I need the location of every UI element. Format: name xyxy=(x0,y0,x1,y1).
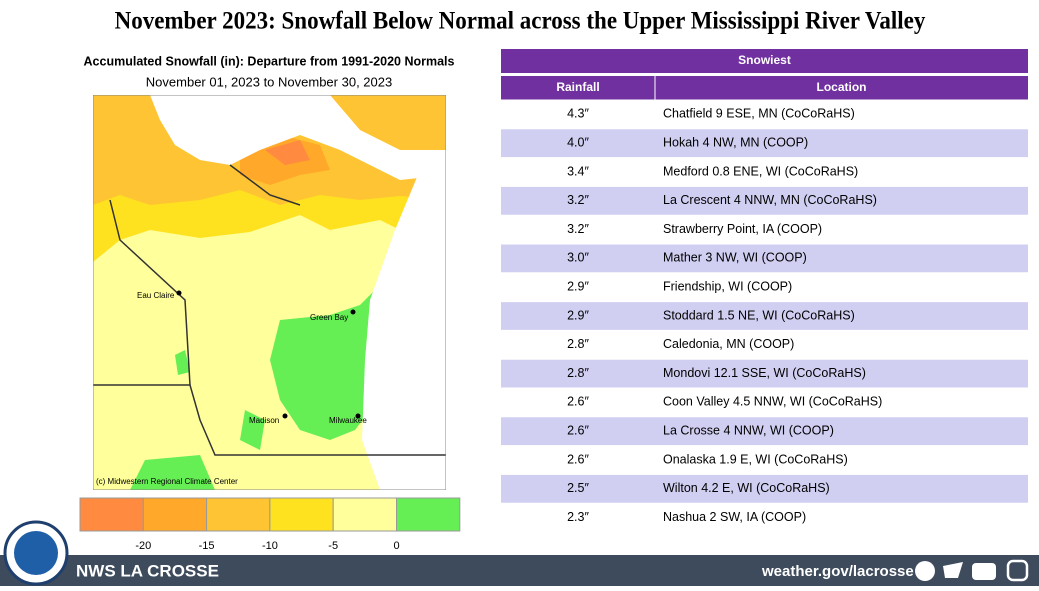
cell-amount: 2.6″ xyxy=(567,452,589,466)
cell-amount: 2.6″ xyxy=(567,423,589,437)
city-label: Eau Claire xyxy=(137,291,175,300)
table-title-bg xyxy=(501,49,1028,73)
cell-location: Medford 0.8 ENE, WI (CoCoRaHS) xyxy=(663,164,858,178)
column-header: Rainfall xyxy=(556,80,599,94)
cell-amount: 3.4″ xyxy=(567,164,589,178)
cell-location: Coon Valley 4.5 NNW, WI (CoCoRaHS) xyxy=(663,395,882,409)
city-label: Green Bay xyxy=(310,313,348,322)
cell-location: Mather 3 NW, WI (COOP) xyxy=(663,251,807,265)
cell-amount: 2.9″ xyxy=(567,308,589,322)
table-row-bg xyxy=(501,100,1028,129)
cell-location: La Crescent 4 NNW, MN (CoCoRaHS) xyxy=(663,193,877,207)
cell-amount: 2.5″ xyxy=(567,481,589,495)
cell-location: Onalaska 1.9 E, WI (CoCoRaHS) xyxy=(663,452,848,466)
table-row-bg xyxy=(501,416,1028,446)
legend-label: 0 xyxy=(393,540,399,552)
table-row-bg xyxy=(501,186,1028,216)
legend-swatch xyxy=(332,497,398,532)
cell-amount: 3.2″ xyxy=(567,222,589,236)
table-row-bg xyxy=(501,388,1028,417)
legend-swatch xyxy=(396,497,461,532)
table-row-bg xyxy=(501,128,1028,158)
instagram-icon[interactable] xyxy=(1006,559,1029,582)
cell-location: La Crosse 4 NNW, WI (COOP) xyxy=(663,423,834,437)
cell-amount: 2.9″ xyxy=(567,279,589,293)
cell-location: Mondovi 12.1 SSE, WI (CoCoRaHS) xyxy=(663,366,866,380)
table-row-bg xyxy=(501,244,1028,273)
cell-amount: 2.6″ xyxy=(567,395,589,409)
column-header: Location xyxy=(817,80,867,94)
slide-title: November 2023: Snowfall Below Normal acr… xyxy=(115,8,926,35)
legend-swatch xyxy=(206,497,271,532)
cell-amount: 2.3″ xyxy=(567,510,589,524)
legend-label: -10 xyxy=(262,540,278,552)
cell-amount: 4.3″ xyxy=(567,107,589,121)
legend-label: -5 xyxy=(328,540,338,552)
cell-location: Caledonia, MN (COOP) xyxy=(663,337,794,351)
cell-amount: 2.8″ xyxy=(567,337,589,351)
cell-amount: 2.8″ xyxy=(567,366,589,380)
map-subtitle: November 01, 2023 to November 30, 2023 xyxy=(146,74,392,89)
cell-location: Nashua 2 SW, IA (COOP) xyxy=(663,510,806,524)
cell-location: Chatfield 9 ESE, MN (CoCoRaHS) xyxy=(663,107,855,121)
table-row-bg xyxy=(501,272,1028,302)
twitter-icon[interactable] xyxy=(943,562,963,578)
youtube-icon[interactable] xyxy=(972,563,996,580)
cell-location: Stoddard 1.5 NE, WI (CoCoRaHS) xyxy=(663,308,855,322)
office-name: NWS LA CROSSE xyxy=(76,561,219,580)
cell-location: Strawberry Point, IA (COOP) xyxy=(663,222,822,236)
facebook-icon[interactable] xyxy=(915,561,935,581)
website: weather.gov/lacrosse xyxy=(761,563,914,580)
table-row-bg xyxy=(501,215,1028,244)
table-header-bg xyxy=(501,76,1028,100)
legend-swatch xyxy=(79,497,144,532)
cell-amount: 4.0″ xyxy=(567,135,589,149)
city-label: Madison xyxy=(249,416,279,425)
legend-label: -20 xyxy=(135,540,151,552)
legend-swatch xyxy=(269,497,334,532)
cell-location: Wilton 4.2 E, WI (CoCoRaHS) xyxy=(663,481,830,495)
logo-inner xyxy=(14,531,58,575)
cell-amount: 3.2″ xyxy=(567,193,589,207)
table-row-bg xyxy=(501,301,1028,331)
legend-label: -15 xyxy=(199,540,215,552)
social-icons xyxy=(915,559,1029,582)
footer-bar xyxy=(0,555,1039,586)
city-label: Milwaukee xyxy=(329,416,367,425)
table-row-bg xyxy=(501,359,1028,388)
table-row-bg xyxy=(501,330,1028,360)
table-row-bg xyxy=(501,503,1028,532)
cell-location: Friendship, WI (COOP) xyxy=(663,279,792,293)
map xyxy=(93,95,446,490)
map-credit: (c) Midwestern Regional Climate Center xyxy=(96,477,238,486)
cell-location: Hokah 4 NW, MN (COOP) xyxy=(663,135,808,149)
cell-amount: 3.0″ xyxy=(567,251,589,265)
table-row-bg xyxy=(501,474,1028,504)
table-row-bg xyxy=(501,445,1028,475)
map-title: Accumulated Snowfall (in): Departure fro… xyxy=(84,54,455,68)
table-title: Snowiest xyxy=(738,53,791,67)
legend-swatch xyxy=(142,497,208,532)
table-row-bg xyxy=(501,157,1028,187)
